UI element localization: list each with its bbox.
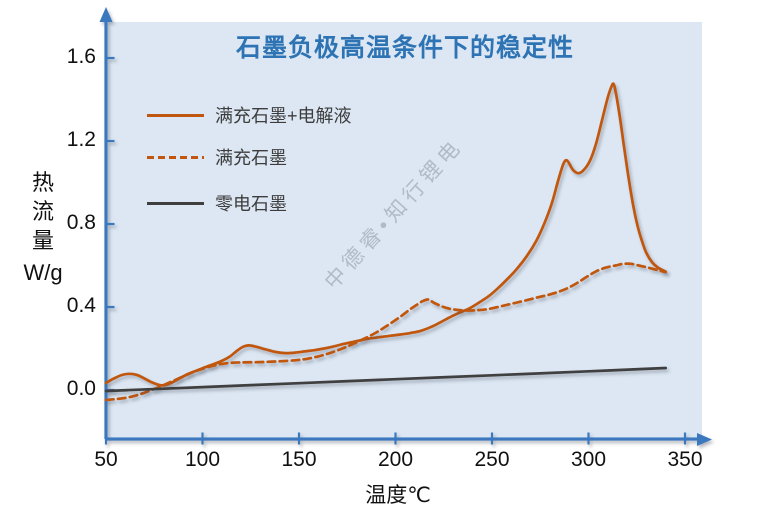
y-tick-label: 1.2	[66, 128, 96, 151]
series-零电石墨	[104, 366, 668, 393]
legend-label: 满充石墨	[215, 148, 287, 168]
legend-item-uncharged: 零电石墨	[147, 192, 287, 214]
legend-label: 满充石墨+电解液	[215, 106, 352, 126]
curves	[104, 82, 668, 402]
legend-line-swatch	[147, 155, 204, 159]
y-tick-label: 0.0	[66, 377, 96, 400]
x-axis-title: 温度℃	[365, 484, 431, 507]
series-满充石墨	[104, 262, 668, 402]
x-tick-label: 200	[377, 448, 414, 471]
legend-item-charged: 满充石墨	[147, 146, 287, 168]
x-tick-label: 250	[474, 448, 510, 471]
x-tick-label: 150	[281, 448, 317, 471]
y-axis-title: 热 流 量 W/g	[14, 168, 72, 287]
legend-line-swatch	[147, 201, 204, 205]
y-axis-title-char: 流	[31, 199, 54, 224]
series-满充石墨+电解液	[104, 82, 668, 387]
y-axis-title-char: 量	[31, 228, 54, 253]
x-tick-label: 100	[184, 448, 221, 471]
x-tick-label: 50	[94, 448, 118, 471]
y-tick-label: 0.8	[66, 211, 96, 234]
axes	[99, 7, 712, 446]
y-axis-title-char: 热	[31, 170, 54, 195]
y-tick-label: 1.6	[66, 45, 96, 68]
legend-item-charged-electrolyte: 满充石墨+电解液	[147, 104, 352, 126]
chart-title: 石墨负极高温条件下的稳定性	[235, 34, 574, 62]
legend-line-swatch	[147, 113, 204, 117]
y-axis-unit: W/g	[23, 260, 63, 285]
x-tick-label: 350	[667, 448, 703, 471]
x-tick-label: 300	[570, 448, 607, 471]
legend-label: 零电石墨	[215, 194, 287, 214]
y-tick-label: 0.4	[66, 294, 96, 317]
